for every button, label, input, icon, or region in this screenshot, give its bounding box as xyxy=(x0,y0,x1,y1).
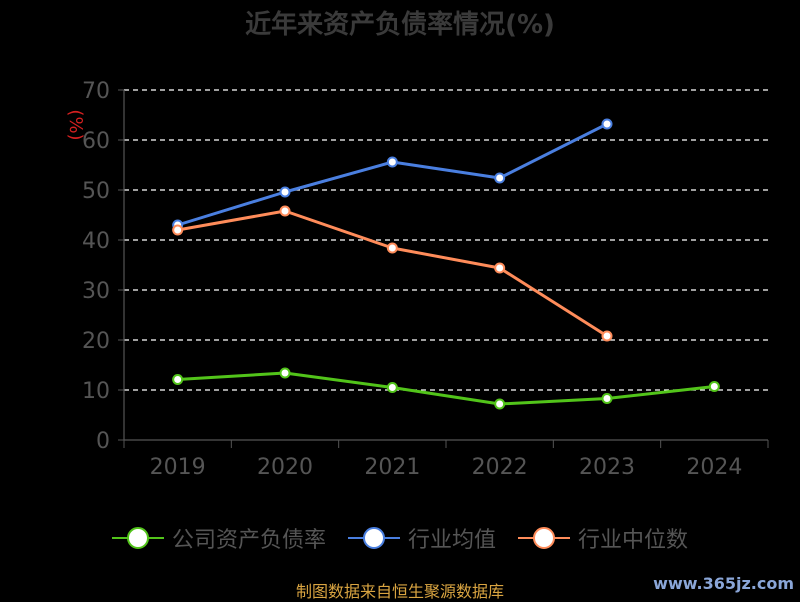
legend-item-company[interactable]: 公司资产负债率 xyxy=(111,522,326,554)
y-tick-label-0: 0 xyxy=(96,429,110,454)
x-tick-label-2024: 2024 xyxy=(686,455,742,480)
legend-swatch-industry-median xyxy=(518,526,570,550)
series-line-0 xyxy=(177,371,715,406)
watermark: www.365jz.com xyxy=(653,574,794,593)
y-tick-label-50: 50 xyxy=(82,179,110,204)
x-tick-label-2019: 2019 xyxy=(150,455,206,480)
series-line-2 xyxy=(177,209,608,338)
data-point-s1-2022 xyxy=(494,172,506,184)
data-point-s0-2022 xyxy=(494,398,506,410)
y-tick-label-70: 70 xyxy=(82,79,110,104)
y-tick-label-30: 30 xyxy=(82,279,110,304)
chart-legend: 公司资产负债率 行业均值 行业中位数 xyxy=(0,518,800,558)
data-point-s0-2019 xyxy=(172,374,184,385)
data-point-s2-2020 xyxy=(279,205,291,217)
data-point-s1-2021 xyxy=(386,156,398,168)
legend-label-company: 公司资产负债率 xyxy=(171,528,326,553)
data-point-s0-2023 xyxy=(601,393,613,404)
data-point-s2-2021 xyxy=(386,242,398,254)
legend-swatch-company xyxy=(111,526,164,550)
data-source-note: 制图数据来自恒生聚源数据库 xyxy=(295,582,504,601)
y-axis-label: (%) xyxy=(65,109,86,140)
y-tick-label-60: 60 xyxy=(82,129,110,154)
data-point-s2-2023 xyxy=(601,330,613,342)
data-point-s0-2024 xyxy=(708,381,720,392)
legend-item-industry-mean[interactable]: 行业均值 xyxy=(347,522,496,554)
x-tick-label-2023: 2023 xyxy=(579,455,635,480)
y-tick-label-10: 10 xyxy=(82,379,110,404)
y-tick-label-20: 20 xyxy=(82,329,110,354)
chart-title: 近年来资产负债率情况(%) xyxy=(245,10,555,40)
x-tick-label-2022: 2022 xyxy=(472,455,528,480)
data-point-s0-2021 xyxy=(386,382,398,393)
y-tick-label-40: 40 xyxy=(82,229,110,254)
x-tick-label-2021: 2021 xyxy=(364,455,420,480)
x-tick-label-2020: 2020 xyxy=(257,455,313,480)
legend-label-industry-median: 行业中位数 xyxy=(578,528,689,553)
series-line-1 xyxy=(177,122,608,227)
data-point-s1-2020 xyxy=(279,186,291,198)
data-point-s2-2022 xyxy=(494,262,506,274)
data-point-s2-2019 xyxy=(172,224,184,236)
legend-label-industry-mean: 行业均值 xyxy=(407,528,496,553)
legend-swatch-industry-mean xyxy=(347,526,400,550)
data-point-s1-2023 xyxy=(601,118,613,130)
legend-item-industry-median[interactable]: 行业中位数 xyxy=(518,522,688,554)
data-point-s0-2020 xyxy=(279,367,291,379)
